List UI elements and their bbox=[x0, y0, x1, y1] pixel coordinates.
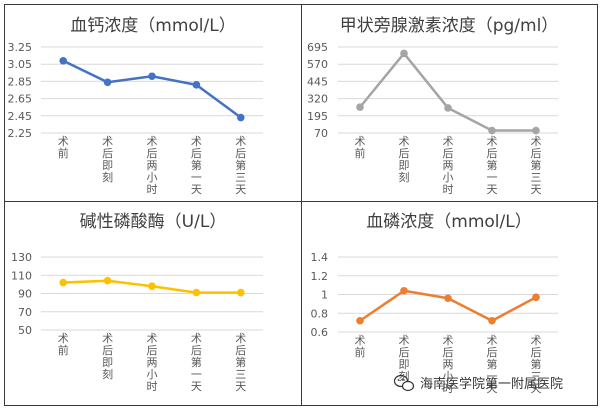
y-tick-label: 195 bbox=[307, 110, 328, 123]
watermark: 海南医学院第一附属医院 bbox=[393, 374, 563, 392]
y-tick-label: 130 bbox=[11, 251, 32, 264]
y-tick-label: 1 bbox=[321, 289, 328, 302]
y-tick-label: 2.45 bbox=[8, 110, 33, 123]
data-point bbox=[59, 56, 67, 65]
x-tick-label: 术后第三天 bbox=[235, 135, 246, 196]
chart-title: 血磷浓度（mmol/L） bbox=[366, 212, 531, 232]
x-tick-label: 术后两小时 bbox=[443, 135, 454, 196]
watermark-text: 海南医学院第一附属医院 bbox=[420, 376, 563, 392]
data-point bbox=[400, 49, 408, 58]
y-tick-label: 50 bbox=[18, 324, 32, 337]
x-tick-label: 术前 bbox=[58, 135, 69, 160]
x-tick-label: 术后两小时 bbox=[443, 334, 454, 395]
data-point bbox=[192, 81, 201, 89]
x-tick-label: 术后第一天 bbox=[487, 334, 498, 395]
data-point bbox=[400, 286, 408, 295]
chart-blood-phosphorus: 血磷浓度（mmol/L） 0.60.811.21.4术前术后即刻术后两小时术后第… bbox=[301, 201, 598, 406]
y-tick-label: 2.25 bbox=[8, 127, 33, 140]
y-tick-label: 320 bbox=[307, 93, 328, 106]
x-tick-label: 术后两小时 bbox=[147, 135, 158, 196]
data-point bbox=[488, 316, 496, 325]
data-point bbox=[444, 104, 452, 112]
x-tick-label: 术后第一天 bbox=[487, 135, 498, 196]
x-tick-label: 术后第三天 bbox=[531, 334, 542, 395]
x-tick-label: 术后即刻 bbox=[102, 135, 113, 184]
y-tick-label: 70 bbox=[314, 127, 328, 140]
chart-blood-calcium: 血钙浓度（mmol/L） 2.25 2.45 2.65 2.85 3.05 3.25 术前 术… bbox=[4, 4, 302, 202]
data-point bbox=[192, 288, 201, 297]
y-tick-label: 1.2 bbox=[311, 270, 329, 283]
data-point bbox=[103, 78, 112, 87]
chart-alkaline-phosphatase: 碱性磷酸酶（U/L） 50 70 90 110 130 术前 术后即刻 术后两小时 术后第一天 术… bbox=[4, 201, 302, 406]
chart-title: 血钙浓度（mmol/L） bbox=[70, 16, 235, 36]
y-tick-label: 90 bbox=[18, 288, 32, 301]
data-point bbox=[148, 72, 156, 81]
x-tick-label: 术后第一天 bbox=[191, 135, 202, 196]
data-point bbox=[148, 282, 156, 291]
y-tick-label: 3.05 bbox=[8, 58, 33, 71]
data-point bbox=[59, 278, 67, 287]
data-point bbox=[444, 294, 452, 303]
x-tick-label: 术后第三天 bbox=[531, 135, 542, 196]
y-tick-label: 110 bbox=[11, 269, 32, 282]
x-tick-label: 术前 bbox=[355, 135, 366, 160]
y-tick-label: 445 bbox=[307, 75, 328, 88]
x-tick-label: 术后即刻 bbox=[102, 332, 113, 381]
y-tick-label: 2.85 bbox=[8, 75, 33, 88]
x-tick-label: 术前 bbox=[58, 332, 69, 357]
y-tick-label: 0.6 bbox=[311, 326, 329, 339]
y-tick-label: 70 bbox=[18, 306, 32, 319]
x-tick-label: 术后两小时 bbox=[147, 332, 158, 393]
data-point bbox=[237, 113, 245, 122]
x-tick-label: 术后即刻 bbox=[399, 135, 410, 184]
y-tick-label: 570 bbox=[307, 58, 328, 71]
data-point bbox=[532, 126, 540, 135]
data-point bbox=[356, 103, 364, 111]
chart-title: 甲状旁腺激素浓度（pg/ml） bbox=[340, 16, 559, 36]
wechat-icon bbox=[393, 374, 415, 392]
x-tick-label: 术后第三天 bbox=[235, 332, 246, 393]
data-point bbox=[356, 316, 364, 325]
chart-pth: 甲状旁腺激素浓度（pg/ml） 70 195 320 445 570 695 术前 术后即刻 术… bbox=[301, 4, 598, 202]
data-point bbox=[488, 126, 496, 135]
y-tick-label: 3.25 bbox=[8, 41, 33, 54]
x-tick-label: 术前 bbox=[355, 334, 366, 359]
data-point bbox=[532, 293, 540, 302]
x-tick-label: 术后第一天 bbox=[191, 332, 202, 393]
y-tick-label: 2.65 bbox=[8, 93, 33, 106]
y-tick-label: 1.4 bbox=[311, 251, 329, 264]
y-tick-label: 0.8 bbox=[311, 307, 329, 320]
y-tick-label: 695 bbox=[307, 41, 328, 54]
chart-title: 碱性磷酸酶（U/L） bbox=[80, 212, 227, 232]
data-point bbox=[237, 288, 245, 297]
data-point bbox=[103, 276, 112, 285]
